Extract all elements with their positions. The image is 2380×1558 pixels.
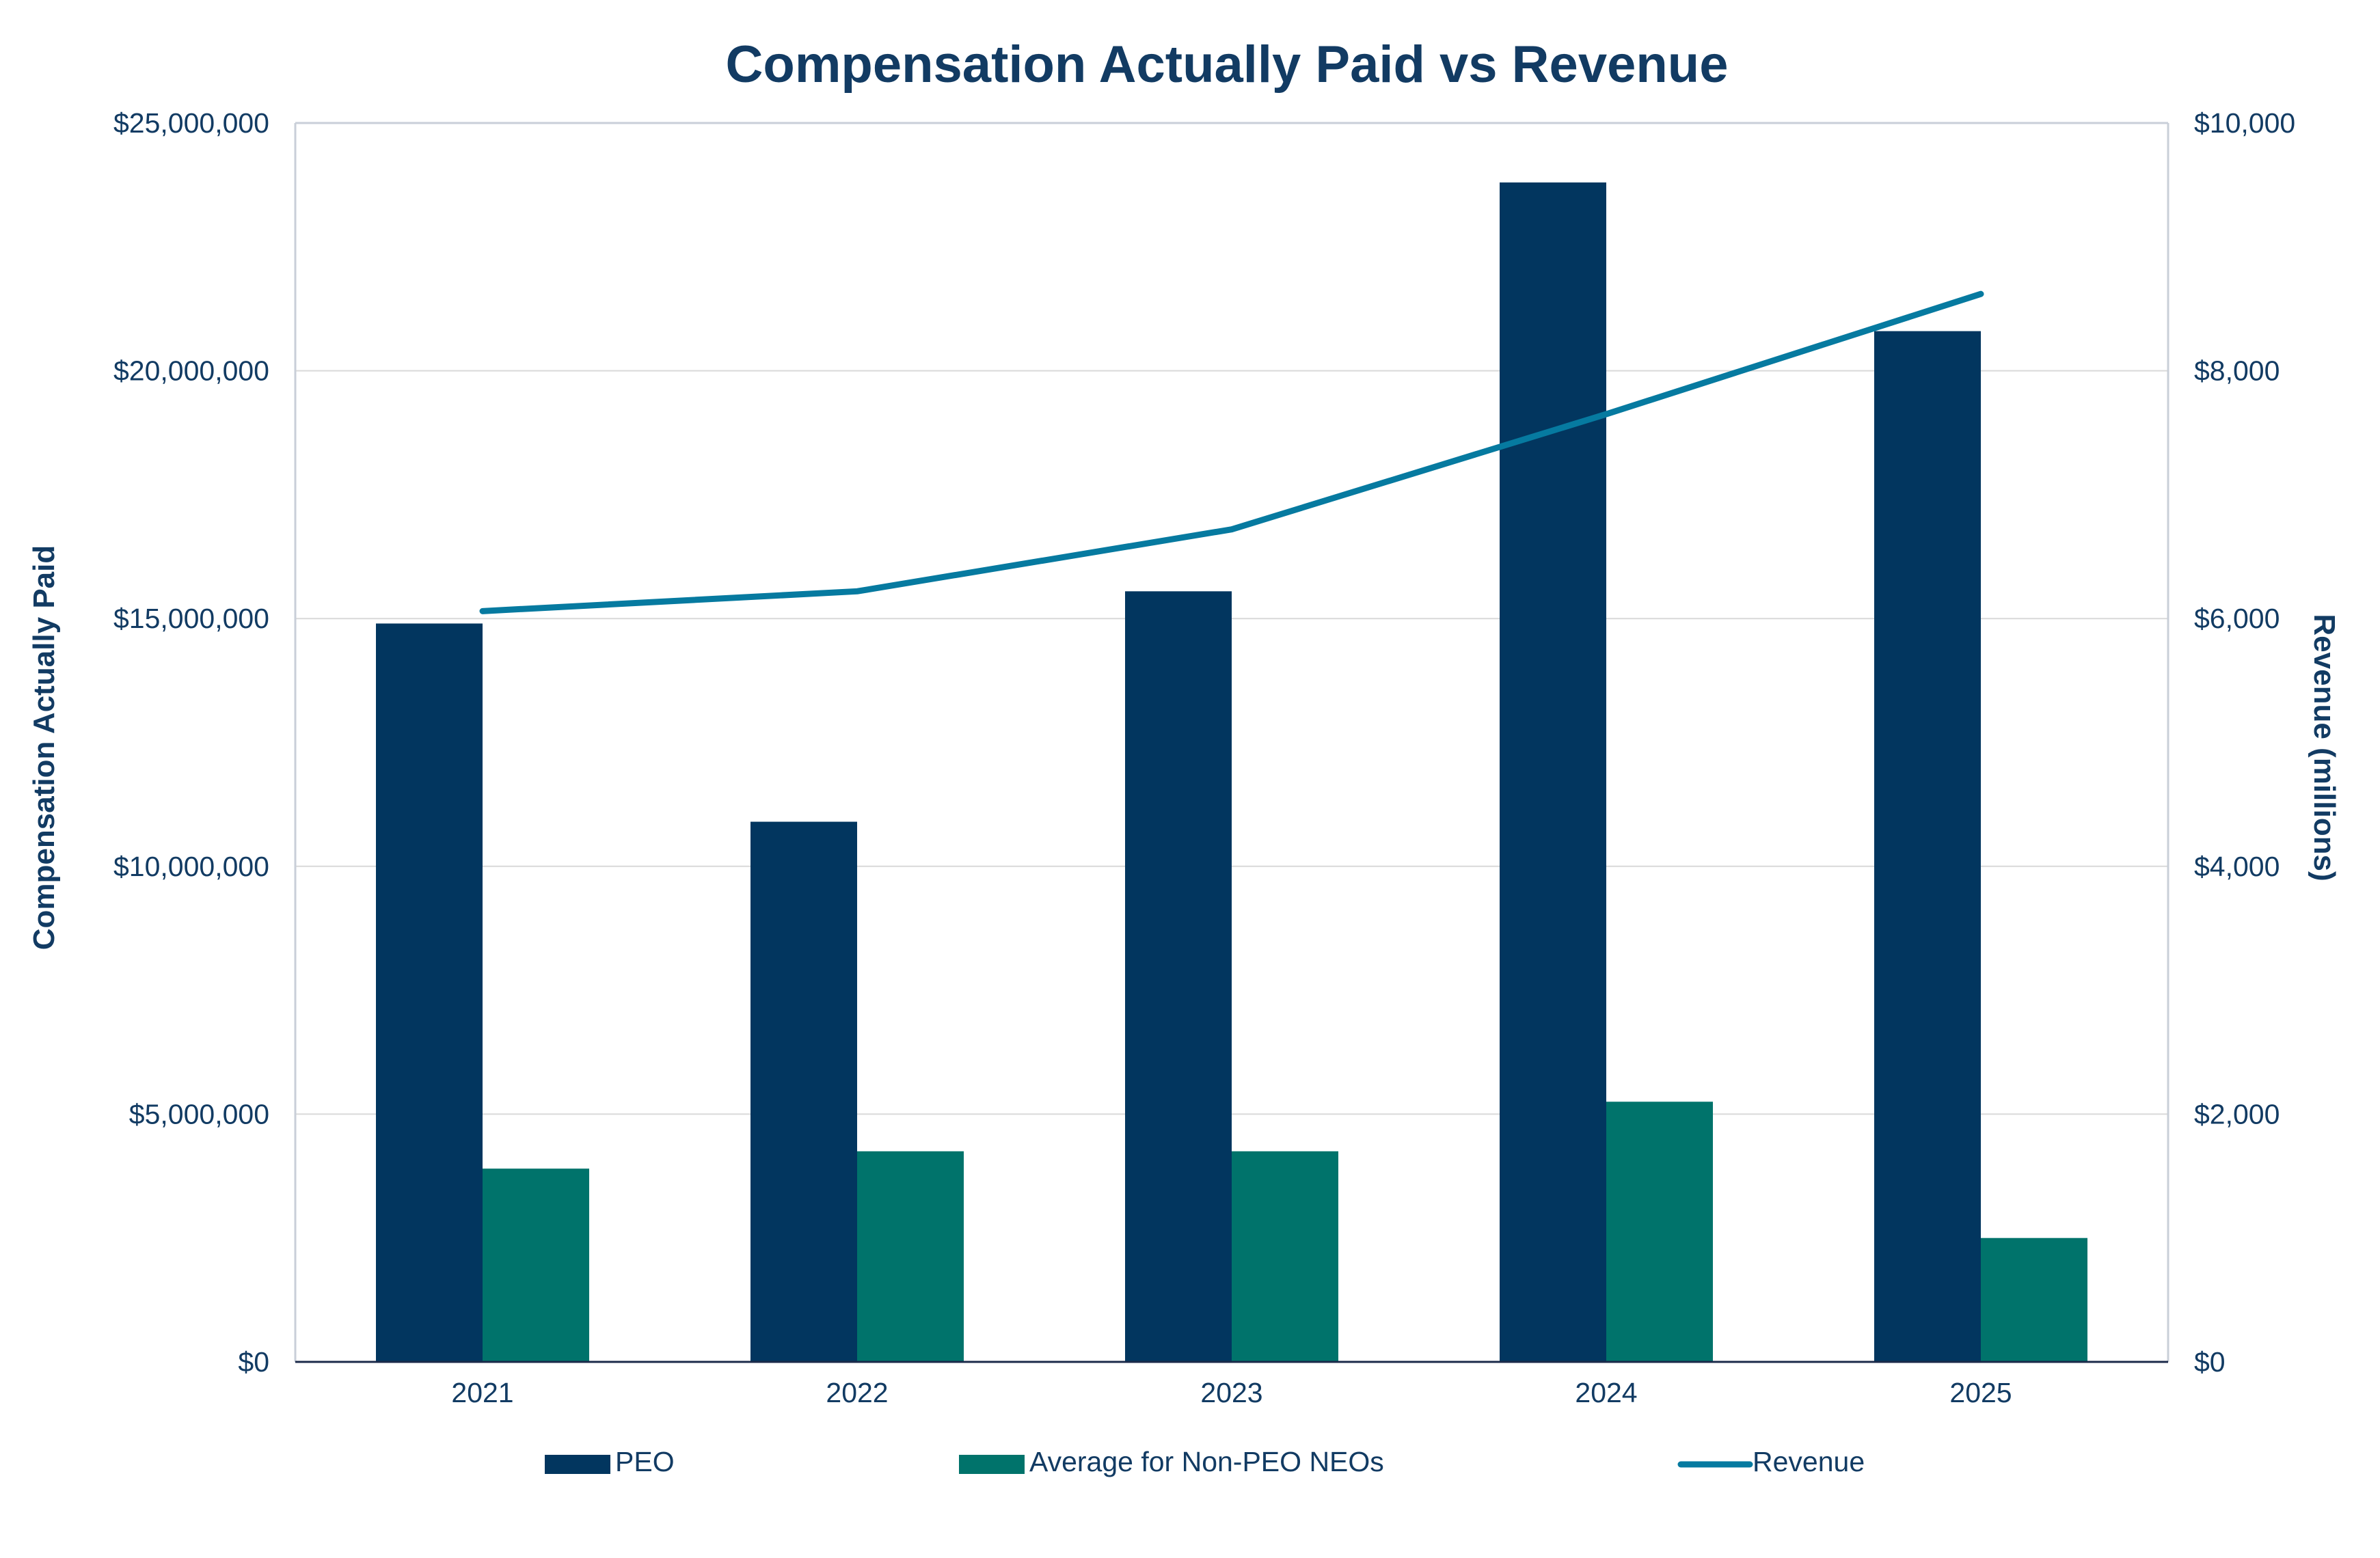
bar-peo-2025 — [1874, 331, 1981, 1363]
right-tick-label: $0 — [2194, 1346, 2226, 1378]
revenue-line-layer — [479, 290, 1984, 614]
legend-swatch-peo — [545, 1455, 610, 1474]
left-axis-title: Compensation Actually Paid — [27, 545, 61, 950]
legend: PEO Average for Non-PEO NEOs Revenue — [545, 1446, 1865, 1477]
x-tick-label: 2025 — [1949, 1377, 2012, 1408]
bar-non-peo-neos-2022 — [857, 1151, 964, 1362]
left-tick-label: $5,000,000 — [129, 1098, 269, 1130]
right-tick-label: $2,000 — [2194, 1098, 2280, 1130]
left-tick-label: $0 — [238, 1346, 269, 1378]
x-tick-label: 2024 — [1575, 1377, 1637, 1408]
legend-label-non-peo-neos: Average for Non-PEO NEOs — [1029, 1446, 1384, 1477]
right-axis-title: Revenue (millions) — [2308, 614, 2341, 881]
left-tick-label: $25,000,000 — [113, 107, 269, 139]
x-tick-label: 2021 — [451, 1377, 513, 1408]
left-axis-ticks: $0 $5,000,000 $10,000,000 $15,000,000 $20,00… — [113, 107, 269, 1378]
legend-label-revenue: Revenue — [1753, 1446, 1865, 1477]
legend-label-peo: PEO — [615, 1446, 675, 1477]
left-tick-label: $15,000,000 — [113, 603, 269, 634]
bar-non-peo-neos-2024 — [1606, 1102, 1713, 1362]
x-tick-label: 2023 — [1200, 1377, 1262, 1408]
bar-peo-2023 — [1125, 591, 1232, 1363]
bar-non-peo-neos-2021 — [483, 1168, 589, 1362]
bars — [376, 182, 2087, 1363]
axes — [294, 122, 2169, 1363]
bar-peo-2021 — [376, 623, 483, 1362]
x-axis-ticks: 2021 2022 2023 2024 2025 — [451, 1377, 2012, 1408]
x-tick-label: 2022 — [826, 1377, 888, 1408]
right-tick-label: $8,000 — [2194, 355, 2280, 387]
left-tick-label: $20,000,000 — [113, 355, 269, 387]
right-tick-label: $10,000 — [2194, 107, 2295, 139]
right-tick-label: $6,000 — [2194, 603, 2280, 634]
right-tick-label: $4,000 — [2194, 851, 2280, 882]
right-axis-ticks: $0 $2,000 $4,000 $6,000 $8,000 $10,000 — [2194, 107, 2295, 1378]
revenue-line — [479, 290, 1984, 614]
left-tick-label: $10,000,000 — [113, 851, 269, 882]
bar-non-peo-neos-2023 — [1232, 1151, 1338, 1362]
bar-peo-2024 — [1500, 182, 1606, 1363]
legend-swatch-non-peo-neos — [959, 1455, 1025, 1474]
chart-title: Compensation Actually Paid vs Revenue — [726, 36, 1729, 94]
bar-peo-2022 — [750, 821, 857, 1362]
bar-non-peo-neos-2025 — [1981, 1238, 2087, 1362]
